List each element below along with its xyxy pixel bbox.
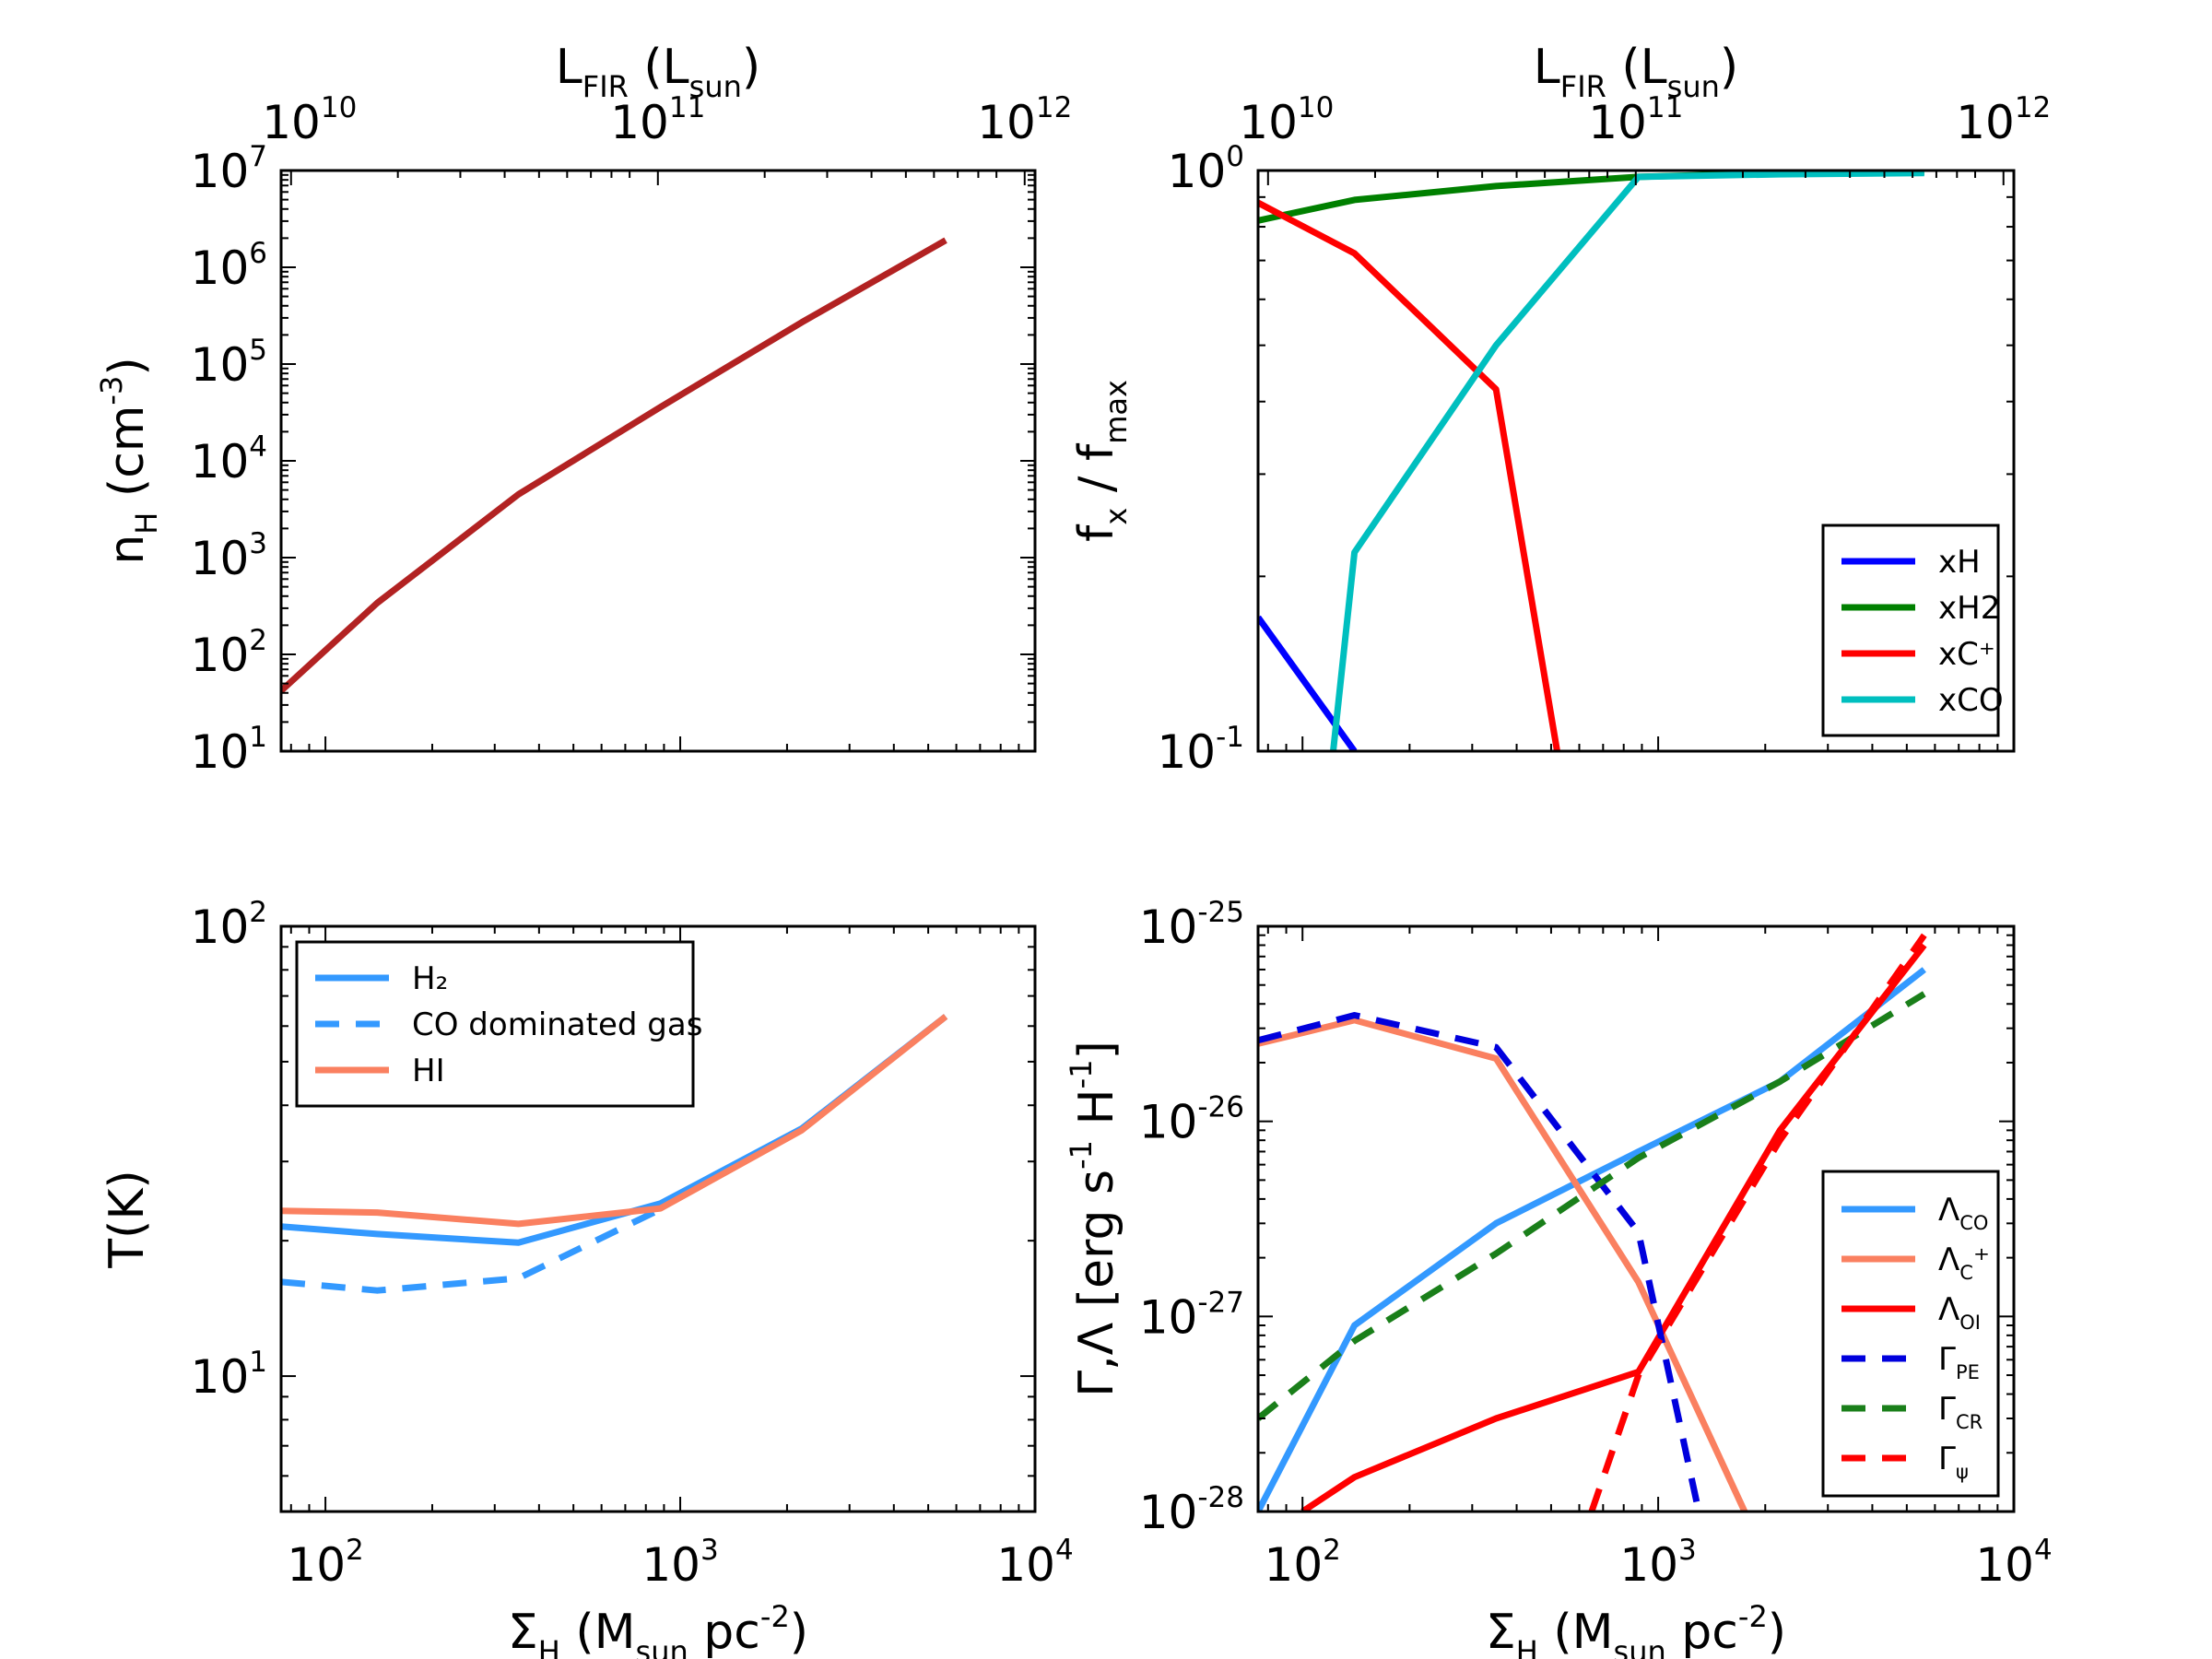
heating-cooling-ticks [1258, 925, 2015, 1512]
y-tick-label: 106 [191, 237, 267, 295]
temperature-x-axis-label: ΣH (Msun pc-2) [508, 1599, 808, 1659]
series-xc- [1258, 199, 1560, 751]
legend-label: ΛCO [1938, 1192, 1988, 1234]
legend-label: Γψ [1938, 1441, 1969, 1483]
series-hi [281, 1014, 948, 1228]
abundances-legend: xH xH2 xC⁺ xCO [1821, 524, 2004, 737]
abundances-ticks [1258, 170, 2015, 752]
heating-cooling-series [1258, 933, 1927, 1512]
abundances-series [1258, 171, 1924, 751]
heating-cooling-y-axis-label: Γ,Λ [erg s-1 H-1] [1064, 1041, 1124, 1397]
x-tick-label: 102 [287, 1534, 363, 1592]
y-tick-label: 101 [191, 721, 267, 779]
heating-cooling-frame [1256, 924, 2016, 1513]
y-tick-label: 10-28 [1139, 1481, 1244, 1539]
panel-heating-cooling: 102 103 104 10-28 10-27 10-26 10-25 ΣH (Msun pc… [1064, 896, 2053, 1659]
top-tick-label: 1011 [1588, 91, 1683, 149]
y-tick-label: 107 [191, 140, 267, 198]
top-tick-label: 1012 [1956, 91, 2051, 149]
temperature-frame [279, 924, 1037, 1513]
y-tick-label: 103 [191, 527, 267, 585]
density-top-axis-label: LFIR (Lsun) [556, 40, 760, 104]
y-tick-label: 10-26 [1139, 1091, 1244, 1149]
y-tick-label: 10-1 [1157, 721, 1244, 779]
top-tick-label: 1011 [610, 91, 705, 149]
legend-label: HI [412, 1053, 445, 1089]
x-tick-label: 102 [1265, 1534, 1341, 1592]
y-tick-label: 10-25 [1139, 896, 1244, 954]
y-tick-label: 100 [1168, 140, 1244, 198]
density-y-axis-label: nH (cm-3) [94, 357, 164, 564]
legend-box [1821, 1170, 2000, 1498]
x-tick-label: 103 [1619, 1534, 1696, 1592]
series-co-dominated-gas [281, 1206, 663, 1294]
temperature-series [281, 1014, 948, 1294]
legend-label: H₂ [412, 960, 448, 997]
density-series [281, 237, 947, 694]
series-- [1588, 933, 1927, 1512]
panel-density: 1010 1011 1012 LFIR (Lsun) 101 102 103 104 105 10… [94, 40, 1072, 779]
y-tick-label: 102 [191, 624, 267, 682]
temperature-y-axis-label: T(K) [100, 1170, 155, 1268]
y-tick-label: 10-27 [1139, 1286, 1244, 1344]
legend-label: ΛC⁺ [1938, 1241, 1990, 1284]
top-tick-label: 1010 [1239, 91, 1334, 149]
legend-label: ΛOI [1938, 1291, 1981, 1334]
x-tick-label: 104 [1975, 1534, 2052, 1592]
legend-label: ΓCR [1938, 1391, 1983, 1433]
legend-label: xC⁺ [1938, 636, 1995, 673]
series-xco [1330, 171, 1924, 751]
y-tick-label: 105 [191, 334, 267, 392]
abundances-top-axis-label: LFIR (Lsun) [1534, 40, 1738, 104]
top-tick-label: 1012 [977, 91, 1072, 149]
legend-label: ΓPE [1938, 1341, 1980, 1383]
abundances-y-axis-label: fx / fmax [1069, 380, 1134, 542]
y-tick-label: 101 [191, 1346, 267, 1404]
legend-label: xCO [1938, 682, 2004, 719]
density-ticks [281, 170, 1036, 752]
heating-cooling-legend: ΛCO ΛC⁺ ΛOI ΓPE ΓCR Γψ [1821, 1170, 2000, 1498]
series--pe [1258, 1012, 1702, 1512]
series--oi [1300, 943, 1927, 1512]
series-n-h [281, 237, 947, 694]
series--cr [1258, 991, 1926, 1421]
legend-label: xH [1938, 544, 1981, 581]
temperature-legend: H₂ CO dominated gas HI [295, 940, 702, 1108]
x-tick-label: 104 [996, 1534, 1073, 1592]
panel-temperature: 102 103 104 101 102 ΣH (Msun pc-2) T(K) H₂ CO do… [100, 896, 1074, 1659]
legend-label: xH2 [1938, 590, 2000, 627]
legend-label: CO dominated gas [412, 1006, 702, 1043]
heating-cooling-x-axis-label: ΣH (Msun pc-2) [1486, 1599, 1786, 1659]
temperature-ticks [281, 925, 1036, 1512]
top-tick-label: 1010 [262, 91, 357, 149]
series--c- [1258, 1017, 1748, 1512]
y-tick-label: 104 [191, 430, 267, 488]
x-tick-label: 103 [641, 1534, 718, 1592]
y-tick-label: 102 [191, 896, 267, 954]
panel-abundances: 1010 1011 1012 LFIR (Lsun) 10-1 100 fx / fmax x… [1069, 40, 2051, 779]
